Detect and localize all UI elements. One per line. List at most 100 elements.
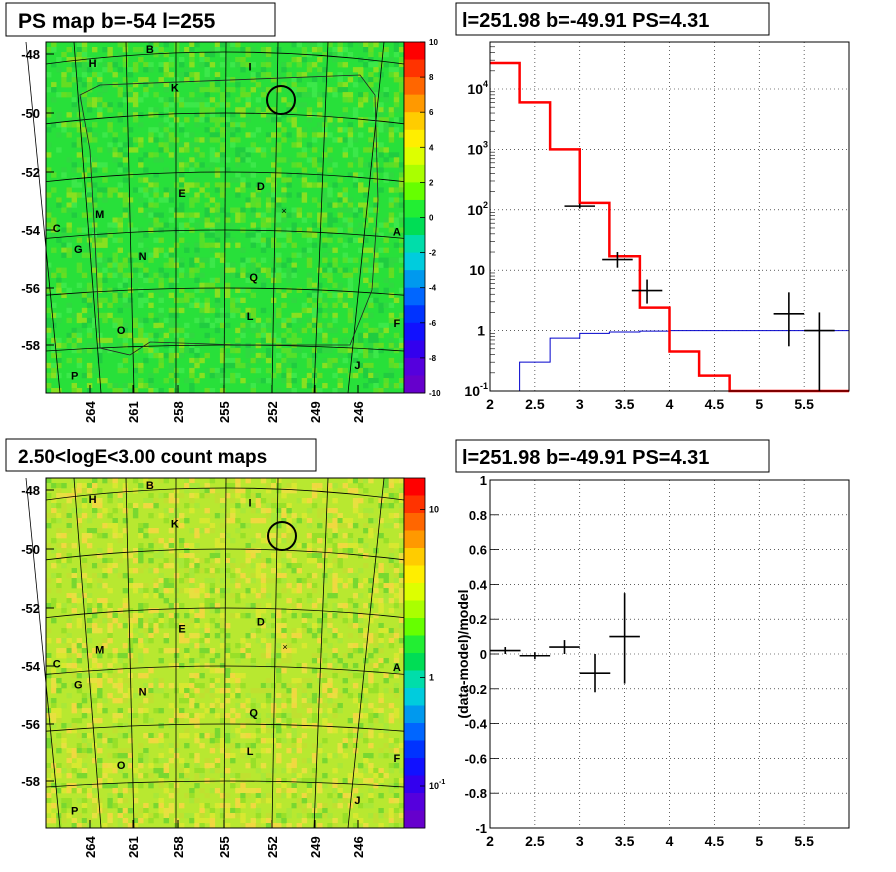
map-pixel: [306, 307, 313, 314]
map-pixel: [352, 112, 359, 118]
map-pixel: [138, 623, 144, 629]
region-label: N: [139, 687, 147, 699]
map-pixel: [92, 62, 98, 68]
map-pixel: [107, 793, 113, 799]
map-pixel: [260, 578, 267, 584]
map-pixel: [61, 227, 67, 233]
map-pixel: [306, 257, 313, 263]
map-pixel: [209, 47, 216, 53]
map-pixel: [388, 808, 395, 814]
map-pixel: [204, 803, 210, 809]
map-pixel: [398, 778, 405, 784]
map-pixel: [102, 162, 108, 168]
map-pixel: [363, 352, 369, 359]
map-pixel: [317, 628, 323, 634]
map-pixel: [255, 593, 262, 599]
map-pixel: [153, 237, 159, 243]
map-pixel: [383, 573, 389, 579]
map-pixel: [97, 367, 103, 374]
map-pixel: [127, 302, 134, 308]
map-pixel: [265, 483, 272, 489]
map-pixel: [250, 192, 256, 198]
map-pixel: [286, 107, 292, 113]
map-pixel: [102, 568, 108, 574]
map-pixel: [76, 332, 83, 339]
map-pixel: [117, 753, 123, 759]
map-pixel: [276, 488, 282, 494]
map-pixel: [158, 648, 164, 654]
map-pixel: [317, 488, 323, 494]
map-pixel: [398, 598, 405, 604]
map-pixel: [132, 513, 139, 519]
map-pixel: [127, 753, 134, 759]
map-pixel: [265, 508, 272, 514]
map-pixel: [173, 778, 180, 784]
map-pixel: [240, 107, 246, 113]
map-pixel: [245, 558, 251, 564]
map-pixel: [265, 578, 272, 584]
map-pixel: [107, 52, 113, 58]
map-pixel: [66, 57, 72, 63]
map-pixel: [112, 57, 118, 63]
map-pixel: [76, 673, 83, 679]
map-pixel: [327, 488, 333, 494]
y-tick-exponent: 4: [483, 79, 488, 89]
map-pixel: [189, 357, 195, 364]
map-pixel: [102, 598, 108, 604]
map-pixel: [281, 658, 287, 664]
map-pixel: [327, 362, 333, 369]
map-pixel: [276, 718, 282, 724]
map-pixel: [51, 598, 57, 604]
map-pixel: [276, 723, 282, 729]
map-pixel: [117, 608, 123, 614]
map-pixel: [189, 703, 195, 709]
map-pixel: [352, 127, 359, 133]
map-pixel: [219, 638, 226, 644]
map-pixel: [332, 573, 338, 579]
map-pixel: [311, 47, 318, 53]
map-pixel: [383, 673, 389, 679]
map-pixel: [276, 793, 282, 799]
map-pixel: [66, 803, 72, 809]
map-pixel: [332, 312, 338, 319]
map-pixel: [219, 588, 226, 594]
map-pixel: [153, 317, 159, 324]
map-pixel: [363, 528, 369, 534]
map-pixel: [76, 77, 83, 83]
colorbar-segment: [404, 670, 425, 689]
map-pixel: [317, 388, 323, 394]
map-pixel: [388, 122, 395, 128]
map-pixel: [51, 272, 57, 278]
residual-point: [549, 640, 580, 654]
map-pixel: [117, 367, 123, 374]
map-pixel: [81, 227, 88, 233]
x-tick-label: 4.5: [705, 396, 725, 412]
map-pixel: [209, 322, 216, 329]
map-pixel: [179, 237, 185, 243]
map-pixel: [301, 703, 308, 709]
map-pixel: [291, 708, 297, 714]
map-pixel: [363, 262, 369, 268]
map-pixel: [255, 738, 262, 744]
y-tick-label: 0.2: [469, 612, 487, 627]
map-pixel: [86, 197, 93, 203]
map-pixel: [250, 708, 256, 714]
map-pixel: [56, 768, 62, 774]
map-pixel: [332, 202, 338, 208]
map-pixel: [61, 247, 67, 253]
map-pixel: [209, 97, 216, 103]
map-pixel: [158, 327, 164, 334]
map-pixel: [199, 818, 205, 824]
map-pixel: [306, 42, 313, 48]
map-pixel: [296, 152, 302, 158]
map-pixel: [245, 748, 251, 754]
map-pixel: [71, 763, 77, 769]
map-pixel: [107, 763, 113, 769]
map-pixel: [235, 493, 241, 499]
map-pixel: [189, 162, 195, 168]
map-pixel: [86, 187, 93, 193]
map-pixel: [86, 252, 93, 258]
map-pixel: [204, 568, 210, 574]
colorbar-segment: [404, 705, 425, 724]
map-pixel: [260, 327, 267, 334]
